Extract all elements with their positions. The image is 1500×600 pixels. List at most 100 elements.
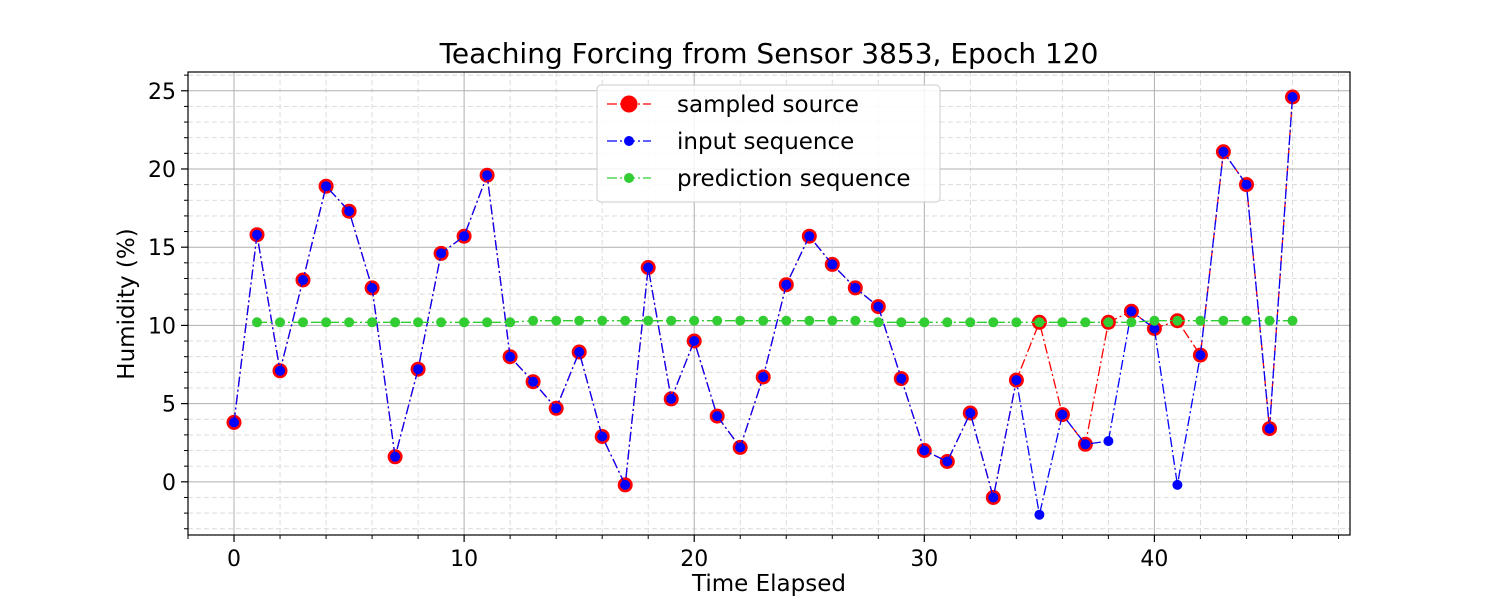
data-point	[252, 317, 262, 328]
data-point	[413, 317, 424, 328]
y-tick-label: 20	[148, 158, 176, 183]
data-point	[298, 317, 308, 328]
data-point	[873, 317, 884, 328]
data-point	[1103, 436, 1114, 447]
data-point	[919, 317, 930, 328]
data-point	[252, 229, 262, 240]
data-point	[620, 479, 631, 490]
data-point	[942, 456, 953, 467]
data-point	[528, 376, 539, 387]
data-point	[551, 403, 562, 414]
data-point	[643, 315, 654, 326]
y-tick-label: 25	[148, 80, 176, 105]
data-point	[1011, 317, 1022, 328]
data-point	[850, 315, 861, 326]
data-point	[735, 315, 746, 326]
data-point	[827, 315, 838, 326]
series-prediction-sequence	[252, 315, 1298, 328]
data-point	[735, 442, 746, 453]
plot-frame	[187, 71, 1351, 536]
data-point	[781, 279, 792, 290]
y-axis-label: Humidity (%)	[114, 228, 140, 379]
data-point	[1218, 315, 1229, 326]
legend-label: sampled source	[677, 92, 859, 118]
data-point	[620, 315, 631, 326]
data-point	[781, 315, 792, 326]
data-point	[689, 336, 700, 346]
legend-label: input sequence	[677, 129, 854, 155]
data-point	[896, 373, 907, 384]
data-point	[436, 317, 447, 328]
legend-marker	[620, 95, 638, 113]
x-tick-label: 0	[227, 547, 241, 572]
data-point	[528, 315, 539, 326]
data-point	[459, 317, 470, 328]
data-point	[390, 451, 401, 462]
data-point	[1287, 315, 1298, 326]
data-point	[712, 411, 723, 422]
data-point	[965, 317, 976, 328]
data-point	[413, 364, 424, 375]
data-point	[1126, 306, 1137, 317]
data-point	[1057, 317, 1068, 328]
legend: sampled source input sequence prediction s…	[596, 84, 941, 203]
data-point	[1080, 317, 1091, 328]
legend-box	[596, 84, 941, 203]
data-point	[666, 393, 677, 404]
data-point	[1011, 375, 1022, 386]
data-point	[298, 275, 308, 285]
data-point	[1103, 317, 1114, 328]
data-point	[275, 365, 285, 376]
chart-title: Teaching Forcing from Sensor 3853, Epoch…	[439, 37, 1099, 70]
data-point	[942, 317, 953, 328]
ticks-layer: 0 10 20 30 40 0 5 10 15 20 25	[148, 74, 1339, 572]
x-tick-label: 40	[1140, 547, 1168, 572]
data-point	[574, 347, 585, 357]
data-point	[689, 315, 700, 326]
x-tick-label: 20	[680, 547, 708, 572]
data-point	[896, 317, 907, 328]
data-point	[574, 315, 585, 326]
data-point	[804, 231, 815, 242]
data-point	[1264, 423, 1275, 434]
data-point	[482, 317, 493, 328]
legend-marker	[624, 173, 634, 183]
data-point	[1218, 146, 1229, 157]
data-point	[321, 181, 332, 192]
data-point	[436, 248, 447, 259]
data-point	[1287, 92, 1298, 102]
data-point	[988, 492, 999, 503]
data-point	[827, 259, 838, 270]
data-point	[597, 431, 608, 442]
data-point	[551, 315, 562, 326]
data-point	[275, 317, 285, 328]
data-point	[1172, 479, 1183, 490]
data-point	[712, 315, 723, 326]
x-axis-label: Time Elapsed	[691, 571, 846, 597]
data-point	[643, 262, 654, 273]
data-point	[1034, 509, 1045, 520]
data-point	[1034, 317, 1045, 328]
data-point	[1080, 439, 1091, 450]
data-point	[758, 372, 769, 382]
legend-label: prediction sequence	[677, 166, 911, 192]
data-point	[988, 317, 999, 328]
y-tick-label: 15	[148, 236, 176, 261]
data-point	[390, 317, 401, 328]
data-point	[1264, 315, 1275, 326]
data-point	[1195, 315, 1206, 326]
data-point	[965, 408, 976, 418]
data-point	[344, 317, 355, 328]
data-point	[505, 317, 516, 328]
data-point	[505, 351, 516, 362]
data-point	[758, 315, 769, 326]
data-point	[1057, 409, 1068, 420]
data-point	[1241, 315, 1252, 326]
data-point	[850, 282, 861, 293]
x-tick-label: 10	[450, 547, 478, 572]
data-point	[804, 315, 815, 326]
y-tick-label: 0	[162, 471, 176, 496]
data-point	[459, 231, 470, 242]
